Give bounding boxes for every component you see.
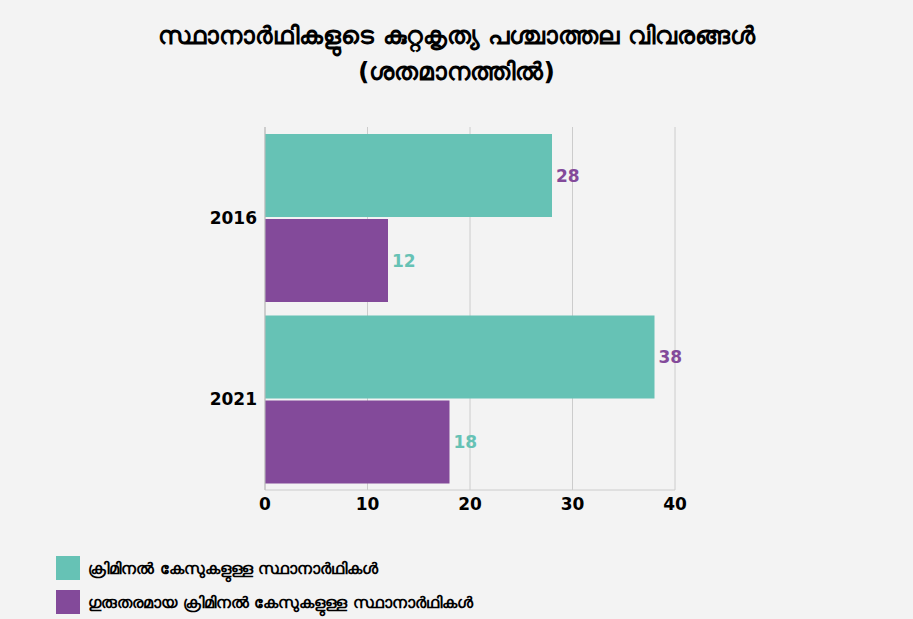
html-text:സ്ഥാനാർഥികളുടെ കുറ്റകൃത്യ പശ്ച: സ്ഥാനാർഥികളുടെ കുറ്റകൃത്യ പശ്ചാത്തല വിവര… bbox=[158, 21, 755, 50]
svg-text:0: 0 bbox=[259, 494, 271, 514]
svg-text:38: 38 bbox=[659, 347, 683, 367]
svg-text:30: 30 bbox=[561, 494, 585, 514]
html-text:ക്രിമിനൽ കേസുകളുള്ള സ്ഥാനാർഥിക: ക്രിമിനൽ കേസുകളുള്ള സ്ഥാനാർഥികൾ bbox=[88, 558, 379, 578]
svg-text:18: 18 bbox=[454, 432, 478, 452]
svg-text:2016: 2016 bbox=[210, 208, 257, 228]
svg-text:2021: 2021 bbox=[210, 389, 257, 409]
svg-text:12: 12 bbox=[392, 251, 416, 271]
svg-text:28: 28 bbox=[556, 166, 580, 186]
svg-text:20: 20 bbox=[458, 494, 482, 514]
html-text:ഗുരുതരമായ ക്രിമിനൽ കേസുകളുള്ള: ഗുരുതരമായ ക്രിമിനൽ കേസുകളുള്ള സ്ഥാനാർഥിക… bbox=[88, 592, 473, 612]
svg-text:10: 10 bbox=[356, 494, 380, 514]
html-text:(ശതമാനത്തിൽ): (ശതമാനത്തിൽ) bbox=[358, 57, 555, 86]
svg-text:40: 40 bbox=[663, 494, 687, 514]
